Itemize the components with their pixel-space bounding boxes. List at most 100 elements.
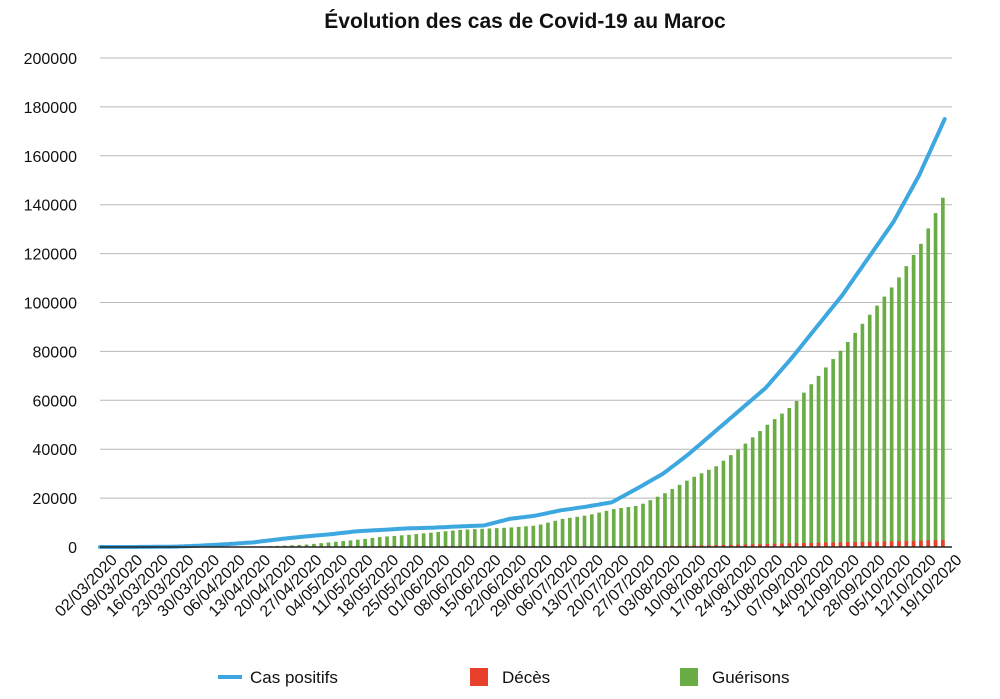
axes: 0 20000 40000 60000 80000 100000 120000 140000 1… [24, 51, 966, 620]
bar-guerisons [392, 535, 397, 547]
bar-guerisons [304, 544, 309, 547]
y-tick-label: 0 [68, 540, 77, 557]
bar-guerisons [348, 540, 353, 547]
bar-guerisons [546, 522, 550, 547]
bar-deces [809, 542, 814, 547]
legend-label: Guérisons [712, 668, 789, 687]
bar-guerisons [633, 505, 638, 547]
bar-guerisons [685, 480, 689, 547]
bar-guerisons [867, 314, 872, 547]
y-tick-label: 80000 [33, 344, 78, 361]
bar-guerisons [516, 526, 521, 547]
bar-guerisons [728, 455, 733, 547]
bar-guerisons [889, 287, 894, 547]
bar-guerisons [480, 528, 484, 547]
bar-guerisons [341, 541, 345, 547]
bar-guerisons [663, 493, 667, 547]
bar-guerisons [582, 515, 587, 547]
bar-deces [765, 543, 770, 547]
bar-deces [728, 544, 733, 547]
bar-deces [919, 540, 923, 547]
bar-guerisons [787, 407, 792, 547]
bar-guerisons [765, 424, 770, 547]
bar-deces [933, 540, 938, 547]
bar-guerisons [363, 538, 367, 547]
bar-guerisons [655, 496, 660, 547]
bar-guerisons [677, 484, 682, 547]
legend-item: Cas positifs [218, 668, 338, 687]
bar-guerisons [443, 531, 448, 547]
bar-guerisons [648, 500, 653, 547]
bar-guerisons [692, 476, 697, 547]
bar-deces [772, 543, 777, 547]
bar-deces [897, 541, 901, 547]
bar-guerisons [699, 473, 704, 547]
bar-deces [787, 543, 792, 547]
bar-guerisons [802, 392, 806, 547]
bar-guerisons [465, 529, 470, 547]
bar-guerisons [714, 466, 718, 547]
bar-guerisons [721, 460, 726, 547]
legend-item: Guérisons [680, 668, 789, 687]
bar-deces [794, 543, 799, 547]
bar-deces [707, 545, 711, 547]
bar-guerisons [509, 527, 514, 547]
bar-guerisons [941, 197, 945, 547]
bar-guerisons [707, 469, 711, 547]
bar-deces [816, 542, 821, 547]
bar-deces [882, 541, 887, 547]
legend-swatch [680, 668, 698, 686]
bar-guerisons [326, 542, 331, 547]
bar-guerisons [436, 531, 441, 547]
bar-guerisons [553, 520, 558, 547]
bar-guerisons [641, 503, 645, 547]
bar-guerisons [743, 443, 748, 547]
bar-guerisons [290, 545, 294, 547]
bar-guerisons [911, 254, 916, 548]
bar-deces [889, 541, 894, 547]
bar-guerisons [919, 243, 923, 547]
y-tick-label: 40000 [33, 442, 78, 459]
y-tick-label: 60000 [33, 393, 78, 410]
bar-guerisons [421, 533, 426, 547]
bar-deces [758, 544, 762, 547]
legend: Cas positifs Décès Guérisons [218, 668, 789, 687]
bar-guerisons [355, 539, 360, 547]
bar-guerisons [904, 266, 909, 547]
line-series [98, 117, 947, 549]
bar-guerisons [377, 537, 382, 547]
bars [246, 197, 945, 548]
bar-guerisons [472, 529, 477, 547]
bar-guerisons [560, 518, 565, 547]
bar-deces [904, 540, 909, 547]
bar-guerisons [385, 536, 389, 547]
legend-label: Décès [502, 668, 550, 687]
bar-guerisons [611, 509, 616, 547]
bar-guerisons [414, 534, 419, 547]
bar-guerisons [451, 530, 455, 547]
bar-deces [802, 543, 806, 547]
legend-label: Cas positifs [250, 668, 338, 687]
bar-guerisons [736, 449, 740, 547]
bar-deces [845, 542, 850, 547]
bar-guerisons [780, 413, 784, 547]
grid-lines [100, 57, 952, 499]
bar-deces [926, 540, 931, 547]
bar-guerisons [297, 544, 302, 547]
y-tick-label: 160000 [24, 149, 77, 166]
chart-title: Évolution des cas de Covid-19 au Maroc [324, 10, 726, 33]
bar-deces [853, 542, 857, 547]
bar-deces [941, 540, 945, 547]
bar-guerisons [845, 341, 850, 547]
bar-guerisons [750, 437, 755, 547]
bar-guerisons [531, 525, 536, 547]
legend-swatch [470, 668, 488, 686]
bar-guerisons [926, 228, 931, 548]
bar-deces [831, 542, 835, 547]
bar-guerisons [604, 510, 609, 547]
bar-guerisons [882, 296, 887, 547]
y-tick-label: 20000 [33, 491, 78, 508]
bar-deces [750, 544, 755, 547]
y-tick-label: 180000 [24, 100, 77, 117]
